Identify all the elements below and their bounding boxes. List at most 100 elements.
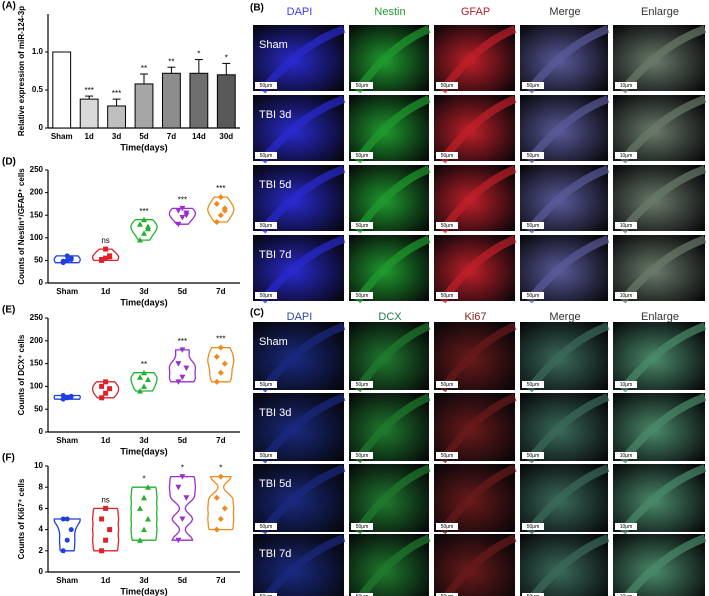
- tissue-band: [619, 25, 707, 94]
- scale-label: 10μm: [620, 453, 633, 459]
- column-header: DCX: [378, 311, 402, 323]
- data-point: [175, 221, 182, 228]
- y-tick-label: 0: [39, 567, 44, 576]
- y-tick-label: 0: [39, 427, 44, 436]
- x-tick-label: Sham: [56, 576, 78, 585]
- scale-box: [255, 292, 277, 299]
- scale-label: 50μm: [441, 293, 454, 299]
- violin: [91, 507, 120, 552]
- scale-label: 50μm: [260, 382, 273, 388]
- significance: *: [197, 50, 200, 59]
- scale-box: [255, 82, 277, 89]
- scale-label: 10μm: [620, 293, 633, 299]
- scale-label: 50μm: [527, 382, 540, 388]
- data-point: [64, 257, 70, 263]
- y-tick-label: 10: [34, 461, 43, 470]
- y-tick-label: 150: [30, 359, 44, 368]
- x-tick-label: 3d: [139, 287, 148, 296]
- scale-label: 50μm: [356, 382, 369, 388]
- panel-label: (D): [2, 157, 16, 168]
- data-point: [68, 393, 74, 399]
- data-point: [141, 383, 147, 389]
- data-point: [137, 505, 143, 511]
- data-point: [145, 376, 151, 383]
- y-tick-label: 200: [30, 336, 44, 345]
- tissue-band: [525, 464, 610, 535]
- violin: [91, 381, 120, 399]
- scale-label: 50μm: [356, 293, 369, 299]
- significance: ***: [178, 196, 187, 205]
- data-point: [137, 387, 143, 394]
- scale-box: [615, 82, 637, 89]
- data-point: [145, 223, 151, 229]
- data-point: [99, 516, 105, 522]
- scale-label: 50μm: [527, 153, 540, 159]
- scale-label: 50μm: [260, 293, 273, 299]
- data-point: [175, 361, 182, 367]
- x-tick-label: 7d: [216, 436, 225, 445]
- scale-box: [351, 82, 373, 89]
- data-point: [103, 255, 109, 261]
- scale-box: [522, 381, 544, 388]
- tissue-band: [525, 235, 610, 304]
- data-point: [213, 378, 220, 385]
- data-point: [137, 537, 143, 543]
- scale-box: [255, 381, 277, 388]
- y-tick-label: 150: [30, 210, 44, 219]
- scale-box: [522, 593, 544, 596]
- y-axis-label: Counts of DCX⁺ cells: [17, 334, 26, 415]
- violin: [207, 196, 235, 223]
- column-header: Merge: [549, 6, 580, 18]
- data-point: [137, 374, 143, 380]
- tissue-band: [353, 464, 431, 535]
- column-header: DAPI: [287, 311, 313, 323]
- scale-label: 50μm: [441, 83, 454, 89]
- x-tick-label: 7d: [216, 287, 225, 296]
- scale-label: 50μm: [527, 524, 540, 530]
- data-point: [217, 516, 224, 522]
- data-point: [217, 369, 224, 376]
- data-point: [103, 246, 109, 252]
- scale-label: 50μm: [527, 83, 540, 89]
- violin: [53, 394, 81, 400]
- scale-label: 50μm: [441, 382, 454, 388]
- scale-box: [522, 82, 544, 89]
- tissue-band: [619, 464, 707, 535]
- x-tick-label: 1d: [101, 287, 110, 296]
- tissue-band: [353, 393, 431, 464]
- x-tick-label: 7d: [167, 132, 176, 141]
- scale-box: [436, 82, 458, 89]
- scale-box: [255, 452, 277, 459]
- data-point: [217, 212, 224, 219]
- tissue-band: [259, 25, 346, 94]
- scale-label: 50μm: [356, 594, 369, 596]
- tissue-band: [619, 235, 707, 304]
- data-point: [103, 505, 109, 511]
- x-tick-label: 7d: [216, 576, 225, 585]
- data-point: [221, 207, 228, 214]
- scale-box: [522, 152, 544, 159]
- tissue-band: [439, 464, 517, 535]
- scale-label: 50μm: [356, 153, 369, 159]
- x-tick-label: 3d: [112, 132, 121, 141]
- data-point: [103, 537, 109, 543]
- scale-box: [436, 152, 458, 159]
- significance: ***: [139, 207, 148, 216]
- tissue-band: [259, 393, 346, 464]
- x-tick-label: Sham: [51, 132, 73, 141]
- scale-box: [255, 523, 277, 530]
- significance: **: [168, 57, 174, 66]
- column-header: Enlarge: [641, 311, 679, 323]
- y-tick-label: 4: [39, 525, 44, 534]
- tissue-band: [525, 25, 610, 94]
- panel-label: (A): [2, 1, 16, 12]
- data-point: [99, 383, 105, 389]
- scale-box: [615, 593, 637, 596]
- row-label: TBI 7d: [259, 249, 291, 261]
- data-point: [64, 394, 70, 400]
- panel-label: (F): [2, 453, 15, 464]
- significance: **: [141, 360, 147, 369]
- tissue-band: [353, 322, 431, 393]
- column-header: Ki67: [464, 311, 486, 323]
- y-tick-label: 6: [39, 504, 44, 513]
